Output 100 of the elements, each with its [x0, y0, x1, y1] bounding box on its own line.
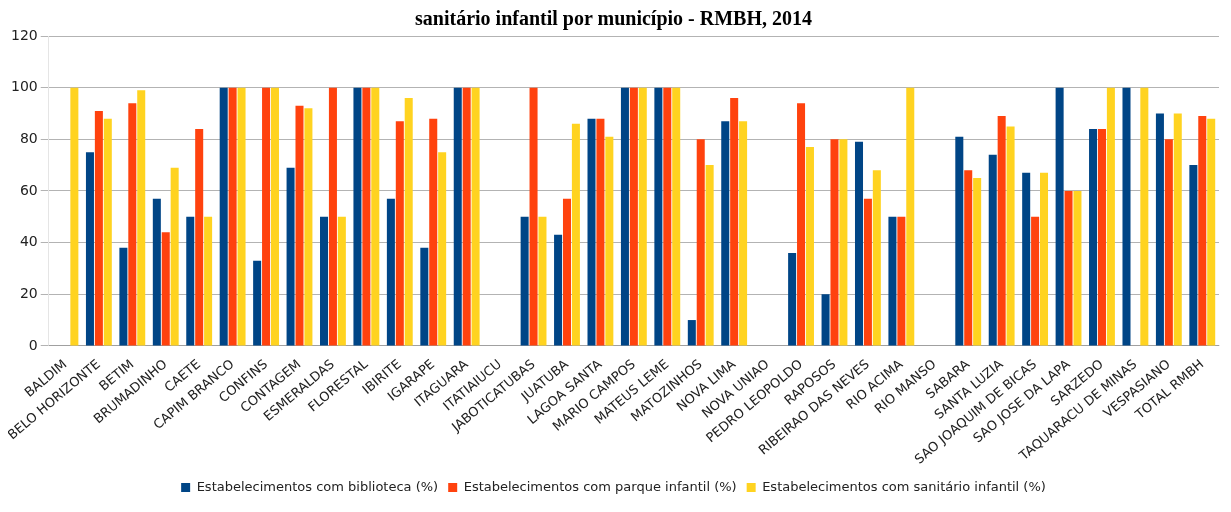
- bar: [186, 216, 195, 346]
- bar: [262, 87, 271, 346]
- bar: [672, 87, 681, 346]
- bar: [629, 87, 638, 346]
- bar: [353, 87, 362, 346]
- y-tick-label: 80: [19, 129, 38, 146]
- y-tick-label: 20: [19, 284, 38, 301]
- bar: [253, 260, 262, 346]
- bar: [797, 103, 806, 346]
- bar: [270, 87, 279, 346]
- bar: [161, 232, 170, 346]
- bar: [286, 167, 295, 346]
- bar: [1140, 87, 1149, 346]
- bar: [237, 87, 246, 346]
- bar: [997, 116, 1006, 346]
- y-tick-label: 120: [10, 26, 38, 43]
- bar: [85, 152, 94, 346]
- bar: [1198, 116, 1207, 346]
- bar: [739, 121, 748, 346]
- bar: [204, 216, 213, 346]
- bar: [320, 216, 329, 346]
- bar: [453, 87, 462, 346]
- bar: [103, 118, 112, 346]
- bar: [295, 105, 304, 346]
- bar: [571, 123, 580, 346]
- bar: [554, 234, 563, 346]
- bar: [438, 152, 447, 346]
- bar: [94, 110, 103, 346]
- chart-title: sanitário infantil por município - RMBH, 2014: [415, 7, 812, 31]
- bar: [605, 136, 614, 346]
- bar: [906, 87, 915, 346]
- bar: [872, 170, 881, 346]
- bar: [730, 97, 739, 346]
- bar: [70, 87, 79, 346]
- bar: [562, 198, 571, 346]
- bar: [863, 198, 872, 346]
- bar: [371, 87, 380, 346]
- bar: [304, 108, 313, 346]
- y-tick-label: 100: [10, 78, 38, 95]
- bar: [821, 294, 830, 346]
- bar: [1155, 113, 1164, 346]
- legend-label: Estabelecimentos com biblioteca (%): [196, 478, 439, 494]
- bar: [404, 97, 413, 346]
- bar: [596, 118, 605, 346]
- bar: [1064, 190, 1073, 346]
- bar: [973, 178, 982, 346]
- legend-label: Estabelecimentos com parque infantil (%): [463, 478, 737, 494]
- bar: [520, 216, 529, 346]
- bar: [1097, 128, 1106, 346]
- bar: [988, 154, 997, 346]
- bar: [1189, 165, 1198, 346]
- bar: [955, 136, 964, 346]
- bar: [462, 87, 471, 346]
- bar: [1022, 172, 1031, 346]
- bar: [830, 139, 839, 346]
- bar: [420, 247, 429, 346]
- bar: [788, 252, 797, 346]
- bar: [337, 216, 346, 346]
- bar: [663, 87, 672, 346]
- bar: [587, 118, 596, 346]
- bar: [705, 165, 714, 346]
- bar: [328, 87, 337, 346]
- bar: [654, 87, 663, 346]
- y-tick-label: 0: [28, 336, 38, 353]
- bar: [386, 198, 395, 346]
- y-tick-label: 40: [19, 233, 38, 250]
- bar: [1073, 190, 1082, 346]
- bar: [1106, 87, 1115, 346]
- bar: [152, 198, 161, 346]
- bar: [1040, 172, 1049, 346]
- bar: [888, 216, 897, 346]
- bar: [1173, 113, 1182, 346]
- legend-label: Estabelecimentos com sanitário infantil (%): [762, 478, 1046, 494]
- bar: [137, 90, 146, 346]
- bar: [1122, 87, 1131, 346]
- bar: [538, 216, 547, 346]
- bar: [1207, 118, 1216, 346]
- bar: [638, 87, 647, 346]
- bar: [395, 121, 404, 346]
- bar: [1006, 126, 1015, 346]
- bar: [471, 87, 480, 346]
- bar: [128, 103, 137, 346]
- bar: [1031, 216, 1040, 346]
- bar: [805, 147, 814, 346]
- bar: [170, 167, 179, 346]
- bar: [696, 139, 705, 346]
- bar: [228, 87, 237, 346]
- bar: [687, 320, 696, 346]
- bar: [529, 87, 538, 346]
- bar: [620, 87, 629, 346]
- bar: [429, 118, 438, 346]
- bar: [362, 87, 371, 346]
- bar: [1055, 87, 1064, 346]
- bar: [195, 128, 204, 346]
- bar: [964, 170, 973, 346]
- bar: [897, 216, 906, 346]
- bar: [1089, 128, 1098, 346]
- y-tick-label: 60: [19, 181, 38, 198]
- bar: [219, 87, 228, 346]
- bar: [119, 247, 128, 346]
